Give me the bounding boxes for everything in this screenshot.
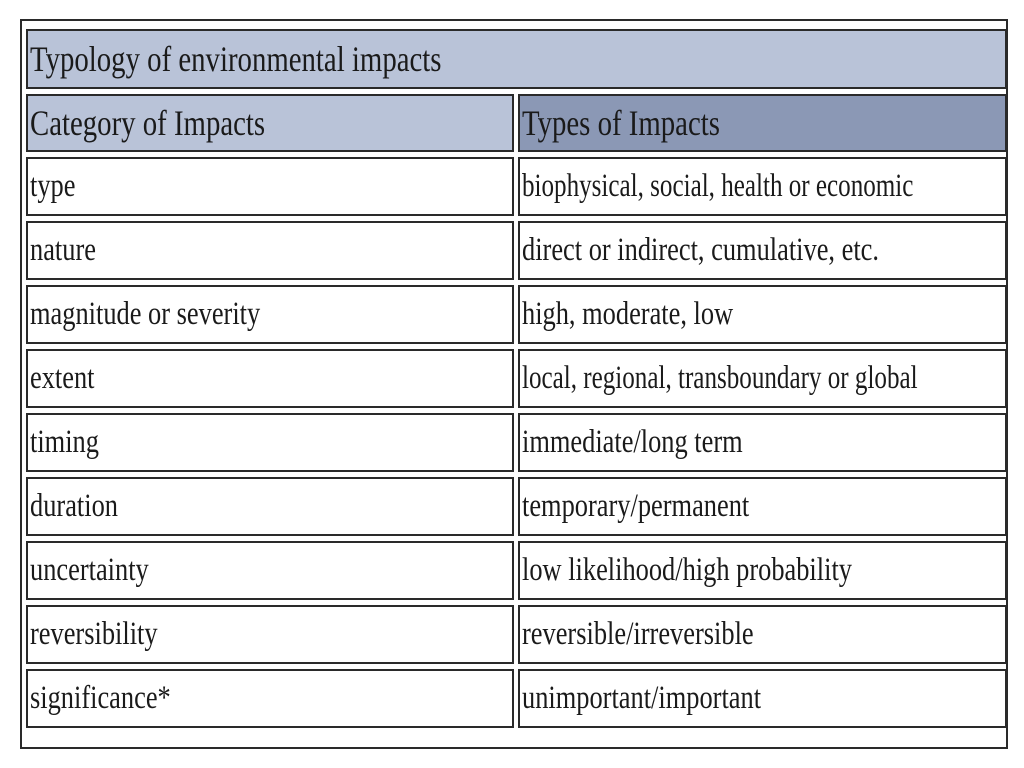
category-cell: uncertainty (26, 541, 514, 600)
column-header-category-text: Category of Impacts (30, 103, 266, 143)
category-text: significance* (30, 680, 171, 716)
category-cell: timing (26, 413, 514, 472)
types-cell: direct or indirect, cumulative, etc. (518, 221, 1007, 280)
impacts-typology-table: Typology of environmental impacts Catego… (22, 24, 1011, 733)
types-text: reversible/irreversible (522, 616, 754, 652)
category-text: magnitude or severity (30, 296, 261, 332)
table-row: magnitude or severity high, moderate, lo… (26, 285, 1007, 344)
table-row: uncertainty low likelihood/high probabil… (26, 541, 1007, 600)
category-text: extent (30, 360, 95, 396)
category-text: timing (30, 424, 99, 460)
table-title-text: Typology of environmental impacts (30, 39, 442, 79)
table-row: duration temporary/permanent (26, 477, 1007, 536)
types-text: immediate/long term (522, 424, 743, 460)
types-cell: unimportant/important (518, 669, 1007, 728)
types-text: biophysical, social, health or economic (522, 168, 914, 204)
types-cell: immediate/long term (518, 413, 1007, 472)
types-text: local, regional, transboundary or global (522, 360, 918, 396)
types-text: direct or indirect, cumulative, etc. (522, 232, 879, 268)
table-row: timing immediate/long term (26, 413, 1007, 472)
table-title-row: Typology of environmental impacts (26, 29, 1007, 89)
column-header-types-text: Types of Impacts (522, 103, 720, 143)
category-cell: reversibility (26, 605, 514, 664)
category-text: reversibility (30, 616, 158, 652)
types-cell: biophysical, social, health or economic (518, 157, 1007, 216)
category-cell: duration (26, 477, 514, 536)
table-row: extent local, regional, transboundary or… (26, 349, 1007, 408)
category-text: type (30, 168, 76, 204)
category-text: duration (30, 488, 118, 524)
table-row: nature direct or indirect, cumulative, e… (26, 221, 1007, 280)
category-cell: extent (26, 349, 514, 408)
column-header-types: Types of Impacts (518, 94, 1007, 152)
types-text: temporary/permanent (522, 488, 750, 524)
category-cell: magnitude or severity (26, 285, 514, 344)
table-title: Typology of environmental impacts (26, 29, 1007, 89)
table-row: type biophysical, social, health or econ… (26, 157, 1007, 216)
types-cell: low likelihood/high probability (518, 541, 1007, 600)
table-header-row: Category of Impacts Types of Impacts (26, 94, 1007, 152)
category-text: uncertainty (30, 552, 149, 588)
types-cell: local, regional, transboundary or global (518, 349, 1007, 408)
table-row: significance* unimportant/important (26, 669, 1007, 728)
category-cell: type (26, 157, 514, 216)
column-header-category: Category of Impacts (26, 94, 514, 152)
types-cell: high, moderate, low (518, 285, 1007, 344)
types-cell: reversible/irreversible (518, 605, 1007, 664)
category-text: nature (30, 232, 96, 268)
table-row: reversibility reversible/irreversible (26, 605, 1007, 664)
types-text: unimportant/important (522, 680, 762, 716)
types-text: low likelihood/high probability (522, 552, 852, 588)
types-text: high, moderate, low (522, 296, 734, 332)
category-cell: significance* (26, 669, 514, 728)
category-cell: nature (26, 221, 514, 280)
types-cell: temporary/permanent (518, 477, 1007, 536)
